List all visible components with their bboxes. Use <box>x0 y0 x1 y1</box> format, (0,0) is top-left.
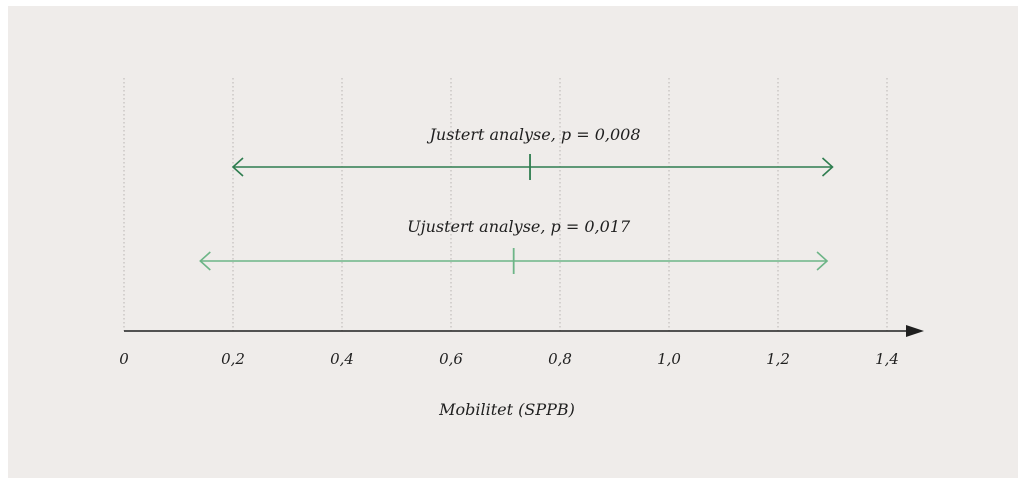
chart-frame <box>8 6 1018 478</box>
ci-lower-arrow <box>231 157 244 177</box>
x-tick-label: 1,0 <box>657 350 681 368</box>
x-axis-arrow <box>906 325 924 337</box>
ci-lower-arrow <box>199 251 211 271</box>
series-label: Justert analyse, p = 0,008 <box>427 125 641 144</box>
x-tick-label: 1,4 <box>875 350 899 368</box>
ci-upper-arrow <box>821 157 834 177</box>
x-tick-labels: 0 0,2 0,4 0,6 0,8 1,0 1,2 1,4 <box>119 350 899 368</box>
ci-upper-arrow <box>816 251 829 271</box>
x-tick-label: 0,2 <box>221 350 245 368</box>
series-label: Ujustert analyse, p = 0,017 <box>407 217 631 236</box>
interval-series: Justert analyse, p = 0,008 Ujustert analy… <box>199 125 834 274</box>
x-tick-label: 0 <box>119 350 129 368</box>
interval-series-2: Ujustert analyse, p = 0,017 <box>199 217 829 274</box>
grid-lines <box>123 78 888 331</box>
x-axis-label: Mobilitet (SPPB) <box>438 400 575 419</box>
interval-series-1: Justert analyse, p = 0,008 <box>231 125 834 180</box>
x-tick-label: 0,6 <box>439 350 463 368</box>
x-tick-label: 0,4 <box>330 350 354 368</box>
x-tick-label: 0,8 <box>548 350 572 368</box>
x-axis <box>124 325 924 337</box>
x-tick-label: 1,2 <box>766 350 790 368</box>
